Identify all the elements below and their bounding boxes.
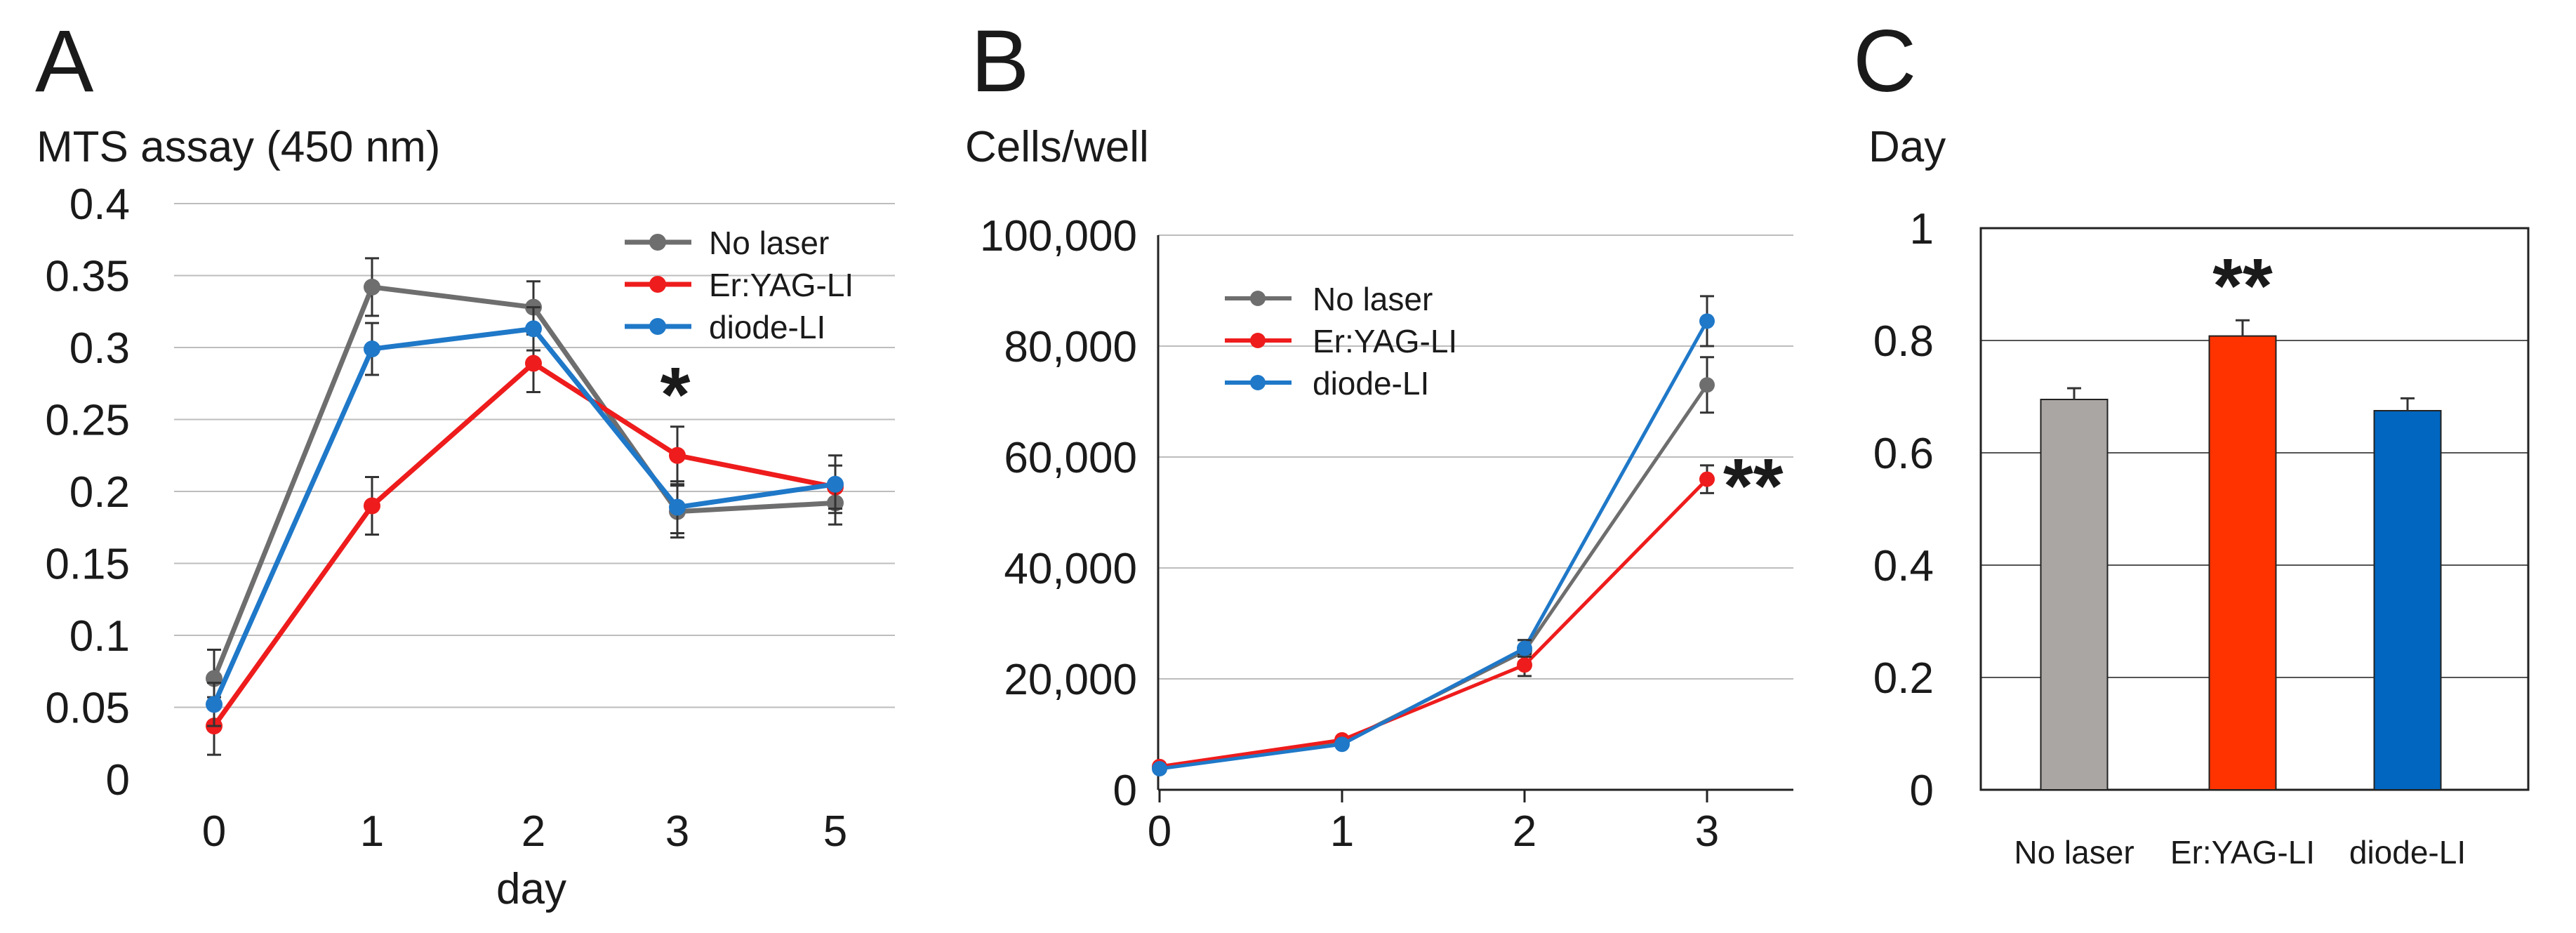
data-point <box>1517 640 1532 656</box>
panel-a-xlabel: day <box>496 865 566 913</box>
legend-marker <box>1250 333 1266 348</box>
data-point <box>669 446 686 464</box>
y-tick-label: 60,000 <box>1004 434 1137 482</box>
y-tick-label: 80,000 <box>1004 323 1137 371</box>
panel-c: C Day 0 0.2 0.4 0.6 0.8 1 No laser Er:YAG-LI dio… <box>1853 13 2530 871</box>
legend-marker <box>1250 375 1266 390</box>
legend-label: Er:YAG-LI <box>1313 323 1457 359</box>
y-tick-label: 0.8 <box>1873 317 1934 366</box>
bar <box>2040 399 2109 790</box>
y-tick-label: 100,000 <box>980 212 1137 260</box>
x-tick-label: 2 <box>522 807 545 856</box>
x-tick-label: 3 <box>1695 807 1719 856</box>
series-line <box>211 284 836 680</box>
y-tick-label: 1 <box>1910 205 1934 253</box>
panel-a: A MTS assay (450 nm) 0 0.05 0.1 0.15 0.2 0.25… <box>35 13 895 913</box>
series-No laser <box>1152 356 1715 776</box>
series-line <box>211 326 836 706</box>
y-tick-label: 0 <box>1113 767 1137 815</box>
legend-marker <box>1250 291 1266 306</box>
y-tick-label: 0.25 <box>45 397 130 445</box>
panel-b-letter: B <box>971 13 1029 110</box>
bar <box>2208 335 2277 791</box>
x-tick-label: 3 <box>665 807 689 856</box>
x-tick-label: No laser <box>2014 834 2134 871</box>
data-point <box>525 320 542 338</box>
legend-marker <box>649 318 666 335</box>
data-point <box>1699 471 1715 487</box>
panel-c-annotation: ** <box>2212 243 2273 329</box>
x-tick-label: 2 <box>1513 807 1536 856</box>
y-tick-label: 0.6 <box>1873 430 1934 478</box>
data-point <box>1699 313 1715 329</box>
bar <box>2373 410 2442 790</box>
y-tick-label: 0.4 <box>1873 542 1934 590</box>
series-diode-LI <box>206 306 844 727</box>
y-tick-label: 0.15 <box>45 541 130 589</box>
series-line <box>1159 383 1709 769</box>
legend-label: diode-LI <box>1313 365 1429 402</box>
data-point <box>669 498 686 516</box>
x-tick-label: diode-LI <box>2349 834 2466 871</box>
data-point <box>364 497 380 515</box>
y-tick-label: 0.2 <box>69 468 130 517</box>
data-point <box>525 355 542 372</box>
x-tick-label: 0 <box>1148 807 1171 856</box>
x-tick-label: Er:YAG-LI <box>2170 834 2315 871</box>
y-tick-label: 0 <box>1910 767 1934 815</box>
x-tick-label: 1 <box>1330 807 1354 856</box>
data-point <box>1152 760 1167 776</box>
panel-b: B Cells/well 020,00040,00060,00080,00010… <box>965 13 1793 856</box>
panel-a-annotation: * <box>660 352 691 438</box>
legend-marker <box>649 234 666 251</box>
panel-c-ylabel: Day <box>1868 123 1946 171</box>
data-point <box>1334 736 1350 753</box>
panel-a-letter: A <box>35 13 94 110</box>
y-tick-label: 0 <box>106 756 130 805</box>
data-point <box>206 696 223 713</box>
panel-b-ylabel: Cells/well <box>965 123 1149 171</box>
y-tick-label: 0.4 <box>69 180 130 229</box>
series-Er:YAG-LI <box>206 333 844 756</box>
series-diode-LI <box>1152 295 1715 776</box>
y-tick-label: 0.1 <box>69 612 130 661</box>
legend-label: No laser <box>709 225 829 261</box>
data-point <box>1517 657 1532 673</box>
y-tick-label: 20,000 <box>1004 656 1137 704</box>
legend-label: No laser <box>1313 281 1433 317</box>
series-Er:YAG-LI <box>1152 464 1715 774</box>
legend-marker <box>649 276 666 293</box>
y-tick-label: 0.3 <box>69 324 130 373</box>
y-tick-label: 0.35 <box>45 253 130 301</box>
series-line <box>1159 477 1708 769</box>
panel-c-letter: C <box>1853 13 1916 110</box>
y-tick-label: 40,000 <box>1004 545 1137 593</box>
data-point <box>1699 377 1715 393</box>
y-tick-label: 0.2 <box>1873 654 1934 703</box>
series-line <box>1159 320 1709 771</box>
legend-label: Er:YAG-LI <box>709 267 854 303</box>
y-tick-label: 0.05 <box>45 684 130 733</box>
data-point <box>364 340 380 358</box>
x-tick-label: 5 <box>823 807 847 856</box>
data-point <box>364 278 380 296</box>
x-tick-label: 0 <box>202 807 226 856</box>
series-line <box>212 360 836 728</box>
legend-label: diode-LI <box>709 309 825 345</box>
panel-b-annotation: ** <box>1723 443 1784 529</box>
panel-a-ylabel: MTS assay (450 nm) <box>36 123 440 171</box>
data-point <box>827 475 844 493</box>
x-tick-label: 1 <box>360 807 384 856</box>
